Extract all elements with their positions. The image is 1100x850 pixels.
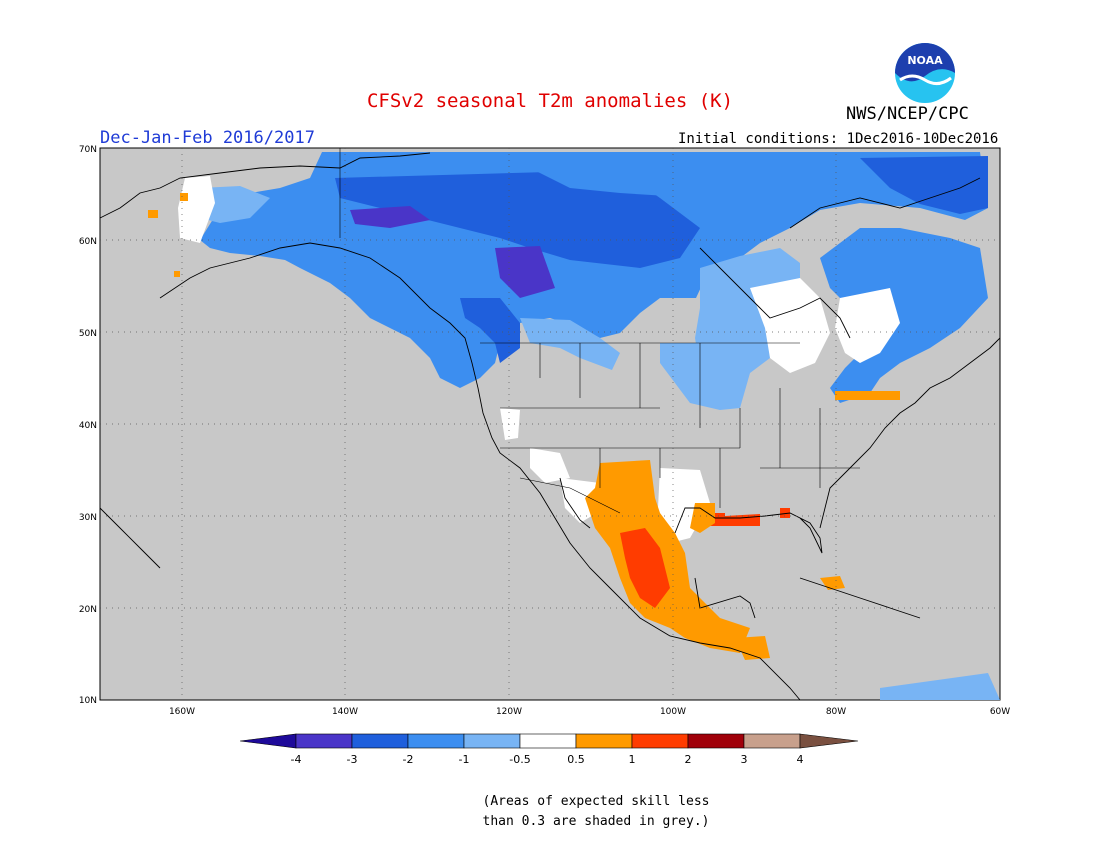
lon-label: 140W <box>332 707 358 717</box>
lat-label: 10N <box>79 696 97 706</box>
season-label: Dec-Jan-Feb 2016/2017 <box>100 128 315 148</box>
lat-label: 70N <box>79 145 97 155</box>
political-boundaries <box>339 148 860 514</box>
lon-label: 80W <box>826 707 846 717</box>
colorbar-tick: 2 <box>685 753 692 766</box>
footnote-line: (Areas of expected skill less <box>482 794 710 809</box>
cold-anomaly-regions <box>200 152 1000 700</box>
anomaly-map: 70N 60N 50N 40N 30N 20N 10N <box>79 145 1001 706</box>
lon-label: 60W <box>990 707 1010 717</box>
lon-axis: 160W 140W 120W 100W 80W 60W <box>169 707 1010 717</box>
colorbar-swatches <box>240 733 859 749</box>
map-title: CFSv2 seasonal T2m anomalies (K) <box>366 90 734 112</box>
footnote-line: than 0.3 are shaded in grey.) <box>482 814 710 829</box>
warm-anomaly-regions <box>148 193 900 660</box>
initial-conditions-label: Initial conditions: 1Dec2016-10Dec2016 <box>678 131 999 147</box>
graticule <box>100 148 1000 700</box>
noaa-logo-icon: NOAA <box>895 43 955 103</box>
lat-label: 20N <box>79 605 97 615</box>
lat-label: 40N <box>79 421 97 431</box>
lon-label: 160W <box>169 707 195 717</box>
lat-label: 50N <box>79 329 97 339</box>
colorbar-tick: 0.5 <box>567 753 585 766</box>
svg-text:NOAA: NOAA <box>907 54 943 67</box>
lat-label: 30N <box>79 513 97 523</box>
colorbar-tick: -0.5 <box>509 753 530 766</box>
lat-label: 60N <box>79 237 97 247</box>
colorbar: -4 -3 -2 -1 -0.5 0.5 1 2 3 4 <box>240 733 859 766</box>
colorbar-tick: -3 <box>347 753 358 766</box>
colorbar-tick: -4 <box>291 753 302 766</box>
colorbar-tick: -1 <box>459 753 470 766</box>
lon-label: 120W <box>496 707 522 717</box>
lon-label: 100W <box>660 707 686 717</box>
colorbar-tick: 4 <box>797 753 804 766</box>
agency-label: NWS/NCEP/CPC <box>846 104 969 124</box>
colorbar-tick: 1 <box>629 753 636 766</box>
skill-footnote: (Areas of expected skill less than 0.3 a… <box>0 792 1100 832</box>
colorbar-tick: -2 <box>403 753 414 766</box>
coastlines <box>99 152 1001 701</box>
colorbar-tick: 3 <box>741 753 748 766</box>
